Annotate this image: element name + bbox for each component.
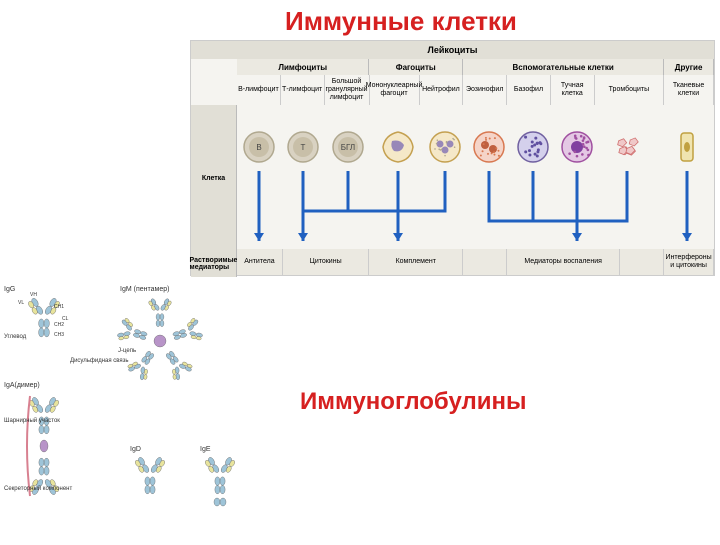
cell-lymph: T [283, 127, 323, 167]
cell-lymph: БГЛ [328, 127, 368, 167]
ig-label-vl: VL [18, 300, 24, 306]
ig-label-ch1: CH1 [54, 304, 64, 310]
mediator-cell [463, 249, 507, 275]
mediator-cell: Комплемент [369, 249, 463, 275]
immunoglobulin-diagram: IgG IgM (пентамер) IgA(димер) IgD IgE J-цепь Д… [0, 286, 270, 540]
ig-label-ige: IgE [200, 446, 211, 453]
mediator-cell [620, 249, 664, 275]
ig-label-vh: VH [30, 292, 37, 298]
ig-label-igd: IgD [130, 446, 141, 453]
svg-text:T: T [301, 143, 306, 152]
cell-plate [605, 127, 645, 167]
cell-mono [378, 127, 418, 167]
ig-label-hinge: Шарнирный участок [4, 418, 60, 424]
cell-neutro [425, 127, 465, 167]
main-title: Иммунные клетки [285, 6, 517, 37]
ig-label-iga: IgA(димер) [4, 382, 40, 389]
cell-baso [513, 127, 553, 167]
ig-label-jchain: J-цепь [118, 348, 136, 354]
ig-label-ch2: CH2 [54, 322, 64, 328]
ig-label-ch3: CH3 [54, 332, 64, 338]
mediator-cell: Медиаторы воспаления [507, 249, 621, 275]
ig-label-secretory: Секреторный компонент [4, 486, 72, 492]
sub-title: Иммуноглобулины [300, 388, 526, 416]
mediator-cell: Антитела [237, 249, 283, 275]
mediator-row: АнтителаЦитокиныКомплемент Медиаторы восп… [237, 249, 714, 275]
ig-label-igm: IgM (пентамер) [120, 286, 169, 293]
mediator-cell: Цитокины [283, 249, 370, 275]
ig-label-carb: Углевод [4, 334, 26, 340]
cell-tissue [667, 127, 707, 167]
svg-text:B: B [256, 143, 261, 152]
cell-mast [557, 127, 597, 167]
svg-text:БГЛ: БГЛ [341, 143, 355, 152]
mediator-cell: Интерфероны и цитокины [664, 249, 714, 275]
cell-eos [469, 127, 509, 167]
ig-label-disulf: Дисульфидная связь [70, 358, 129, 364]
cell-lymph: B [239, 127, 279, 167]
ig-label-igg: IgG [4, 286, 15, 293]
leukocyte-chart: Лейкоциты ЛимфоцитыФагоцитыВспомогательн… [190, 40, 715, 276]
